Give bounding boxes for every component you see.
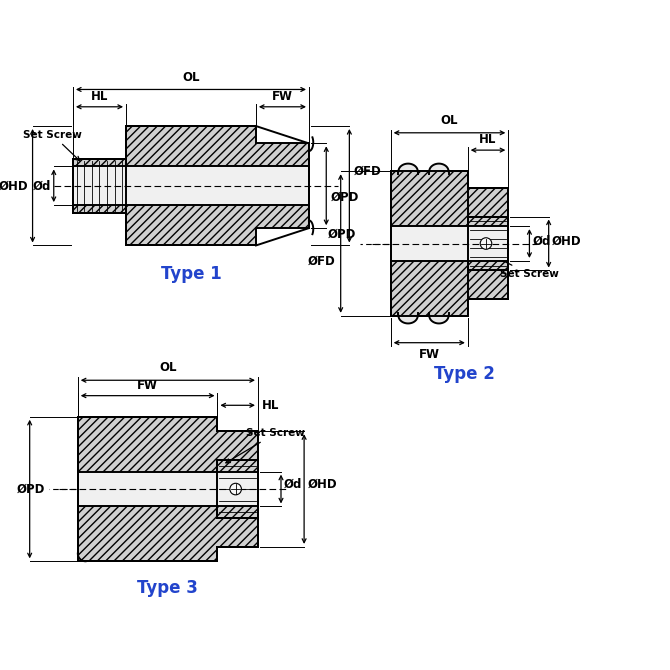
Polygon shape [399, 316, 417, 324]
Text: ØHD: ØHD [0, 180, 29, 192]
Polygon shape [429, 163, 448, 172]
Text: ØFD: ØFD [354, 165, 382, 178]
Text: HL: HL [91, 90, 108, 103]
Text: Set Screw: Set Screw [226, 428, 306, 463]
Text: Type 3: Type 3 [137, 580, 198, 597]
Text: FW: FW [137, 379, 158, 392]
Text: OL: OL [159, 362, 177, 375]
Text: Ød: Ød [32, 180, 51, 192]
Text: OL: OL [182, 71, 200, 84]
Polygon shape [218, 460, 258, 518]
Text: Ød: Ød [284, 478, 302, 490]
Text: HL: HL [262, 399, 279, 412]
Text: FW: FW [272, 90, 293, 103]
Polygon shape [391, 188, 509, 299]
Text: ØPD: ØPD [17, 482, 45, 496]
Text: ØFD: ØFD [308, 255, 336, 267]
Circle shape [480, 238, 492, 249]
Polygon shape [78, 472, 258, 507]
Polygon shape [78, 417, 258, 561]
Polygon shape [73, 167, 309, 205]
Text: FW: FW [419, 348, 440, 360]
Text: ØHD: ØHD [308, 478, 338, 490]
Text: ØPD: ØPD [328, 227, 356, 241]
Polygon shape [399, 163, 417, 172]
Polygon shape [126, 126, 309, 245]
Text: Set Screw: Set Screw [488, 253, 559, 279]
Polygon shape [468, 216, 509, 271]
Text: ØHD: ØHD [551, 235, 581, 248]
Text: Set Screw: Set Screw [23, 129, 82, 161]
Text: ØPD: ØPD [331, 191, 359, 204]
Polygon shape [391, 226, 509, 261]
Polygon shape [391, 172, 468, 316]
Circle shape [230, 483, 241, 495]
Text: HL: HL [479, 133, 496, 146]
Polygon shape [429, 316, 448, 324]
Text: Ød: Ød [532, 235, 551, 248]
Text: Type 2: Type 2 [433, 364, 494, 383]
Text: Type 1: Type 1 [161, 265, 221, 283]
Text: OL: OL [441, 114, 458, 127]
Polygon shape [73, 159, 126, 212]
